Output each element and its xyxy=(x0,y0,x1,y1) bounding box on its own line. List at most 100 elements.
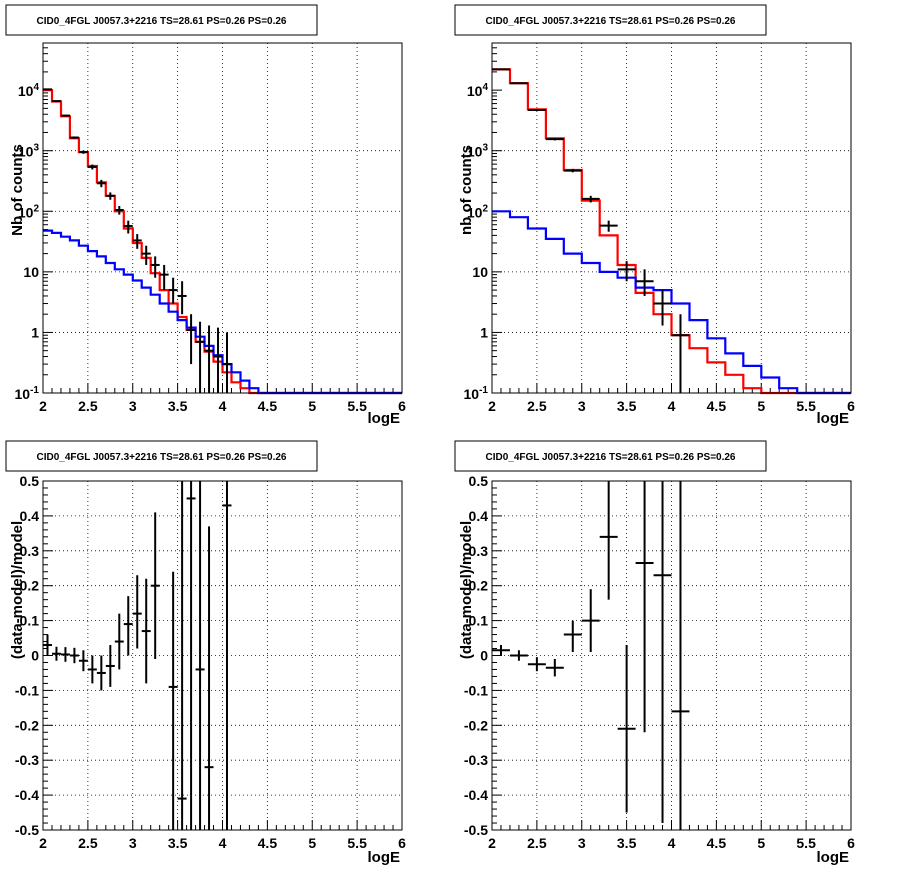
data-point xyxy=(78,150,88,154)
data-point xyxy=(195,321,205,393)
data-point xyxy=(653,481,672,824)
data-point xyxy=(599,220,618,232)
data-point xyxy=(635,269,654,296)
data-point xyxy=(563,168,582,173)
y-tick-label: 10-1 xyxy=(15,385,40,402)
y-axis-title: (data-model)/model xyxy=(9,521,26,659)
y-tick-label: 0.3 xyxy=(469,543,489,559)
x-tick-label: 3.5 xyxy=(168,835,188,851)
x-tick-label: 4 xyxy=(219,835,227,851)
data-point xyxy=(141,245,151,265)
data-point xyxy=(69,647,79,664)
data-point xyxy=(78,650,88,672)
x-tick-label: 2.5 xyxy=(78,398,98,414)
y-tick-label: 0.2 xyxy=(20,578,40,594)
y-tick-label: -0.3 xyxy=(15,752,39,768)
x-tick-label: 5.5 xyxy=(347,398,367,414)
data-point xyxy=(492,68,510,71)
data-point xyxy=(123,220,133,234)
data-point xyxy=(581,589,600,653)
chart-title: CID0_4FGL J0057.3+2216 TS=28.61 PS=0.26 … xyxy=(37,16,287,27)
x-tick-label: 4 xyxy=(668,835,676,851)
chart-title: CID0_4FGL J0057.3+2216 TS=28.61 PS=0.26 … xyxy=(486,452,736,463)
plot-frame xyxy=(491,42,852,394)
plot-frame xyxy=(42,42,403,394)
x-axis-title: logE xyxy=(817,849,850,866)
series-step-model-total xyxy=(492,68,851,395)
y-tick-label: 0 xyxy=(480,648,488,664)
x-tick-label: 4 xyxy=(668,398,676,414)
y-tick-label: 102 xyxy=(18,203,40,220)
x-tick-label: 3.5 xyxy=(168,398,188,414)
chart-title: CID0_4FGL J0057.3+2216 TS=28.61 PS=0.26 … xyxy=(486,16,736,27)
y-tick-label: 0 xyxy=(31,648,39,664)
data-point xyxy=(492,645,510,656)
chart-title-box xyxy=(454,440,767,472)
y-tick-label: -0.1 xyxy=(464,682,488,698)
y-tick-label: -0.2 xyxy=(15,717,39,733)
chart-title-box xyxy=(5,440,318,472)
data-point xyxy=(581,195,600,203)
chart-title: CID0_4FGL J0057.3+2216 TS=28.61 PS=0.26 … xyxy=(37,452,287,463)
data-point xyxy=(168,571,178,830)
data-point xyxy=(213,327,223,393)
y-tick-label: -0.5 xyxy=(15,822,39,838)
y-tick-label: -0.1 xyxy=(15,682,39,698)
plot-frame xyxy=(491,480,852,831)
chart-panel-tr: 2 2.5 3 3.5 4 4.5 5 5.5 6 10-1 1 10 102 103 104 logE nb … xyxy=(454,4,855,427)
data-point xyxy=(43,634,52,656)
x-tick-label: 3 xyxy=(578,398,586,414)
y-tick-label: 103 xyxy=(467,143,489,160)
x-tick-label: 5 xyxy=(757,835,765,851)
x-tick-label: 4 xyxy=(219,398,227,414)
data-point xyxy=(599,481,618,600)
y-tick-label: -0.2 xyxy=(464,717,488,733)
chart-title-box xyxy=(454,4,767,36)
x-tick-label: 4.5 xyxy=(258,398,278,414)
x-tick-label: 2 xyxy=(39,398,47,414)
data-point xyxy=(51,646,61,661)
y-axis-title: Nb of counts xyxy=(9,144,26,236)
x-tick-label: 6 xyxy=(398,835,406,851)
x-tick-label: 6 xyxy=(847,835,855,851)
data-point xyxy=(132,575,142,649)
x-tick-label: 4.5 xyxy=(258,835,278,851)
y-axis-title: nb of counts xyxy=(458,145,475,235)
data-point xyxy=(222,481,232,830)
data-point xyxy=(150,512,160,659)
y-axis-title: (data-model)/model xyxy=(458,521,475,659)
x-tick-label: 2.5 xyxy=(78,835,98,851)
y-tick-label: 0.4 xyxy=(20,508,40,524)
x-axis-title: logE xyxy=(368,410,401,427)
data-point xyxy=(159,264,169,291)
data-point xyxy=(60,647,70,662)
data-point xyxy=(96,655,106,691)
y-tick-label: 0.1 xyxy=(20,613,40,629)
data-point xyxy=(617,261,636,282)
data-point xyxy=(51,100,61,103)
data-point xyxy=(671,481,690,830)
data-point xyxy=(527,108,546,111)
y-tick-label: -0.4 xyxy=(15,787,39,803)
x-tick-label: 5 xyxy=(308,398,316,414)
data-point xyxy=(617,645,636,813)
chart-panel-tl: 2 2.5 3 3.5 4 4.5 5 5.5 6 10-1 1 10 102 103 104 logE Nb … xyxy=(5,4,406,427)
x-tick-label: 5.5 xyxy=(796,398,816,414)
data-point xyxy=(563,620,582,653)
x-tick-label: 5.5 xyxy=(347,835,367,851)
x-axis-title: logE xyxy=(368,849,401,866)
x-tick-label: 3 xyxy=(129,835,137,851)
data-point xyxy=(177,281,187,315)
data-point xyxy=(186,481,196,830)
x-tick-label: 6 xyxy=(398,398,406,414)
data-point xyxy=(204,325,214,393)
y-tick-label: 10 xyxy=(23,264,39,280)
data-point xyxy=(195,481,205,830)
y-tick-label: 10-1 xyxy=(464,385,489,402)
data-point xyxy=(177,481,187,830)
data-point xyxy=(545,658,564,677)
x-tick-label: 3 xyxy=(129,398,137,414)
x-tick-label: 6 xyxy=(847,398,855,414)
data-point xyxy=(653,290,672,326)
